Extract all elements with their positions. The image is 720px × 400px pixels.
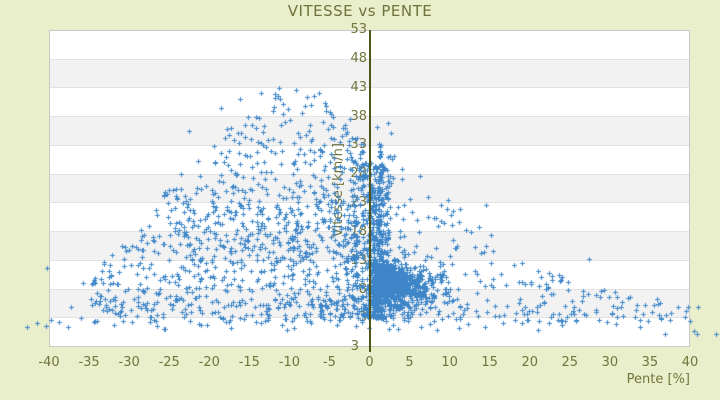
chart-title: VITESSE vs PENTE <box>287 2 433 20</box>
zero-slope-axis-line <box>369 30 371 352</box>
